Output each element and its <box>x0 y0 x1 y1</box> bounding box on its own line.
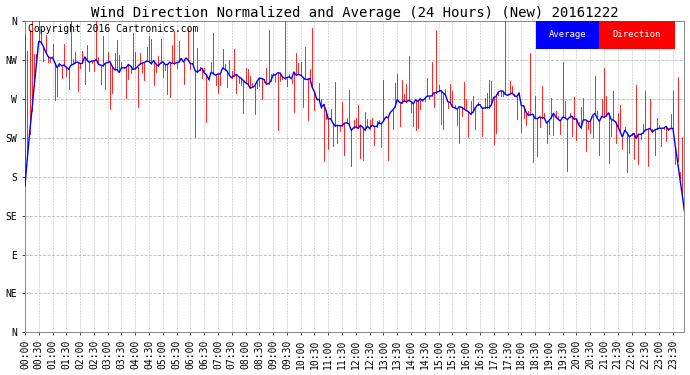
FancyBboxPatch shape <box>536 21 599 49</box>
Text: Average: Average <box>549 30 586 39</box>
Title: Wind Direction Normalized and Average (24 Hours) (New) 20161222: Wind Direction Normalized and Average (2… <box>91 6 618 20</box>
Text: Direction: Direction <box>613 30 661 39</box>
FancyBboxPatch shape <box>599 21 675 49</box>
Text: Copyright 2016 Cartronics.com: Copyright 2016 Cartronics.com <box>28 24 199 34</box>
